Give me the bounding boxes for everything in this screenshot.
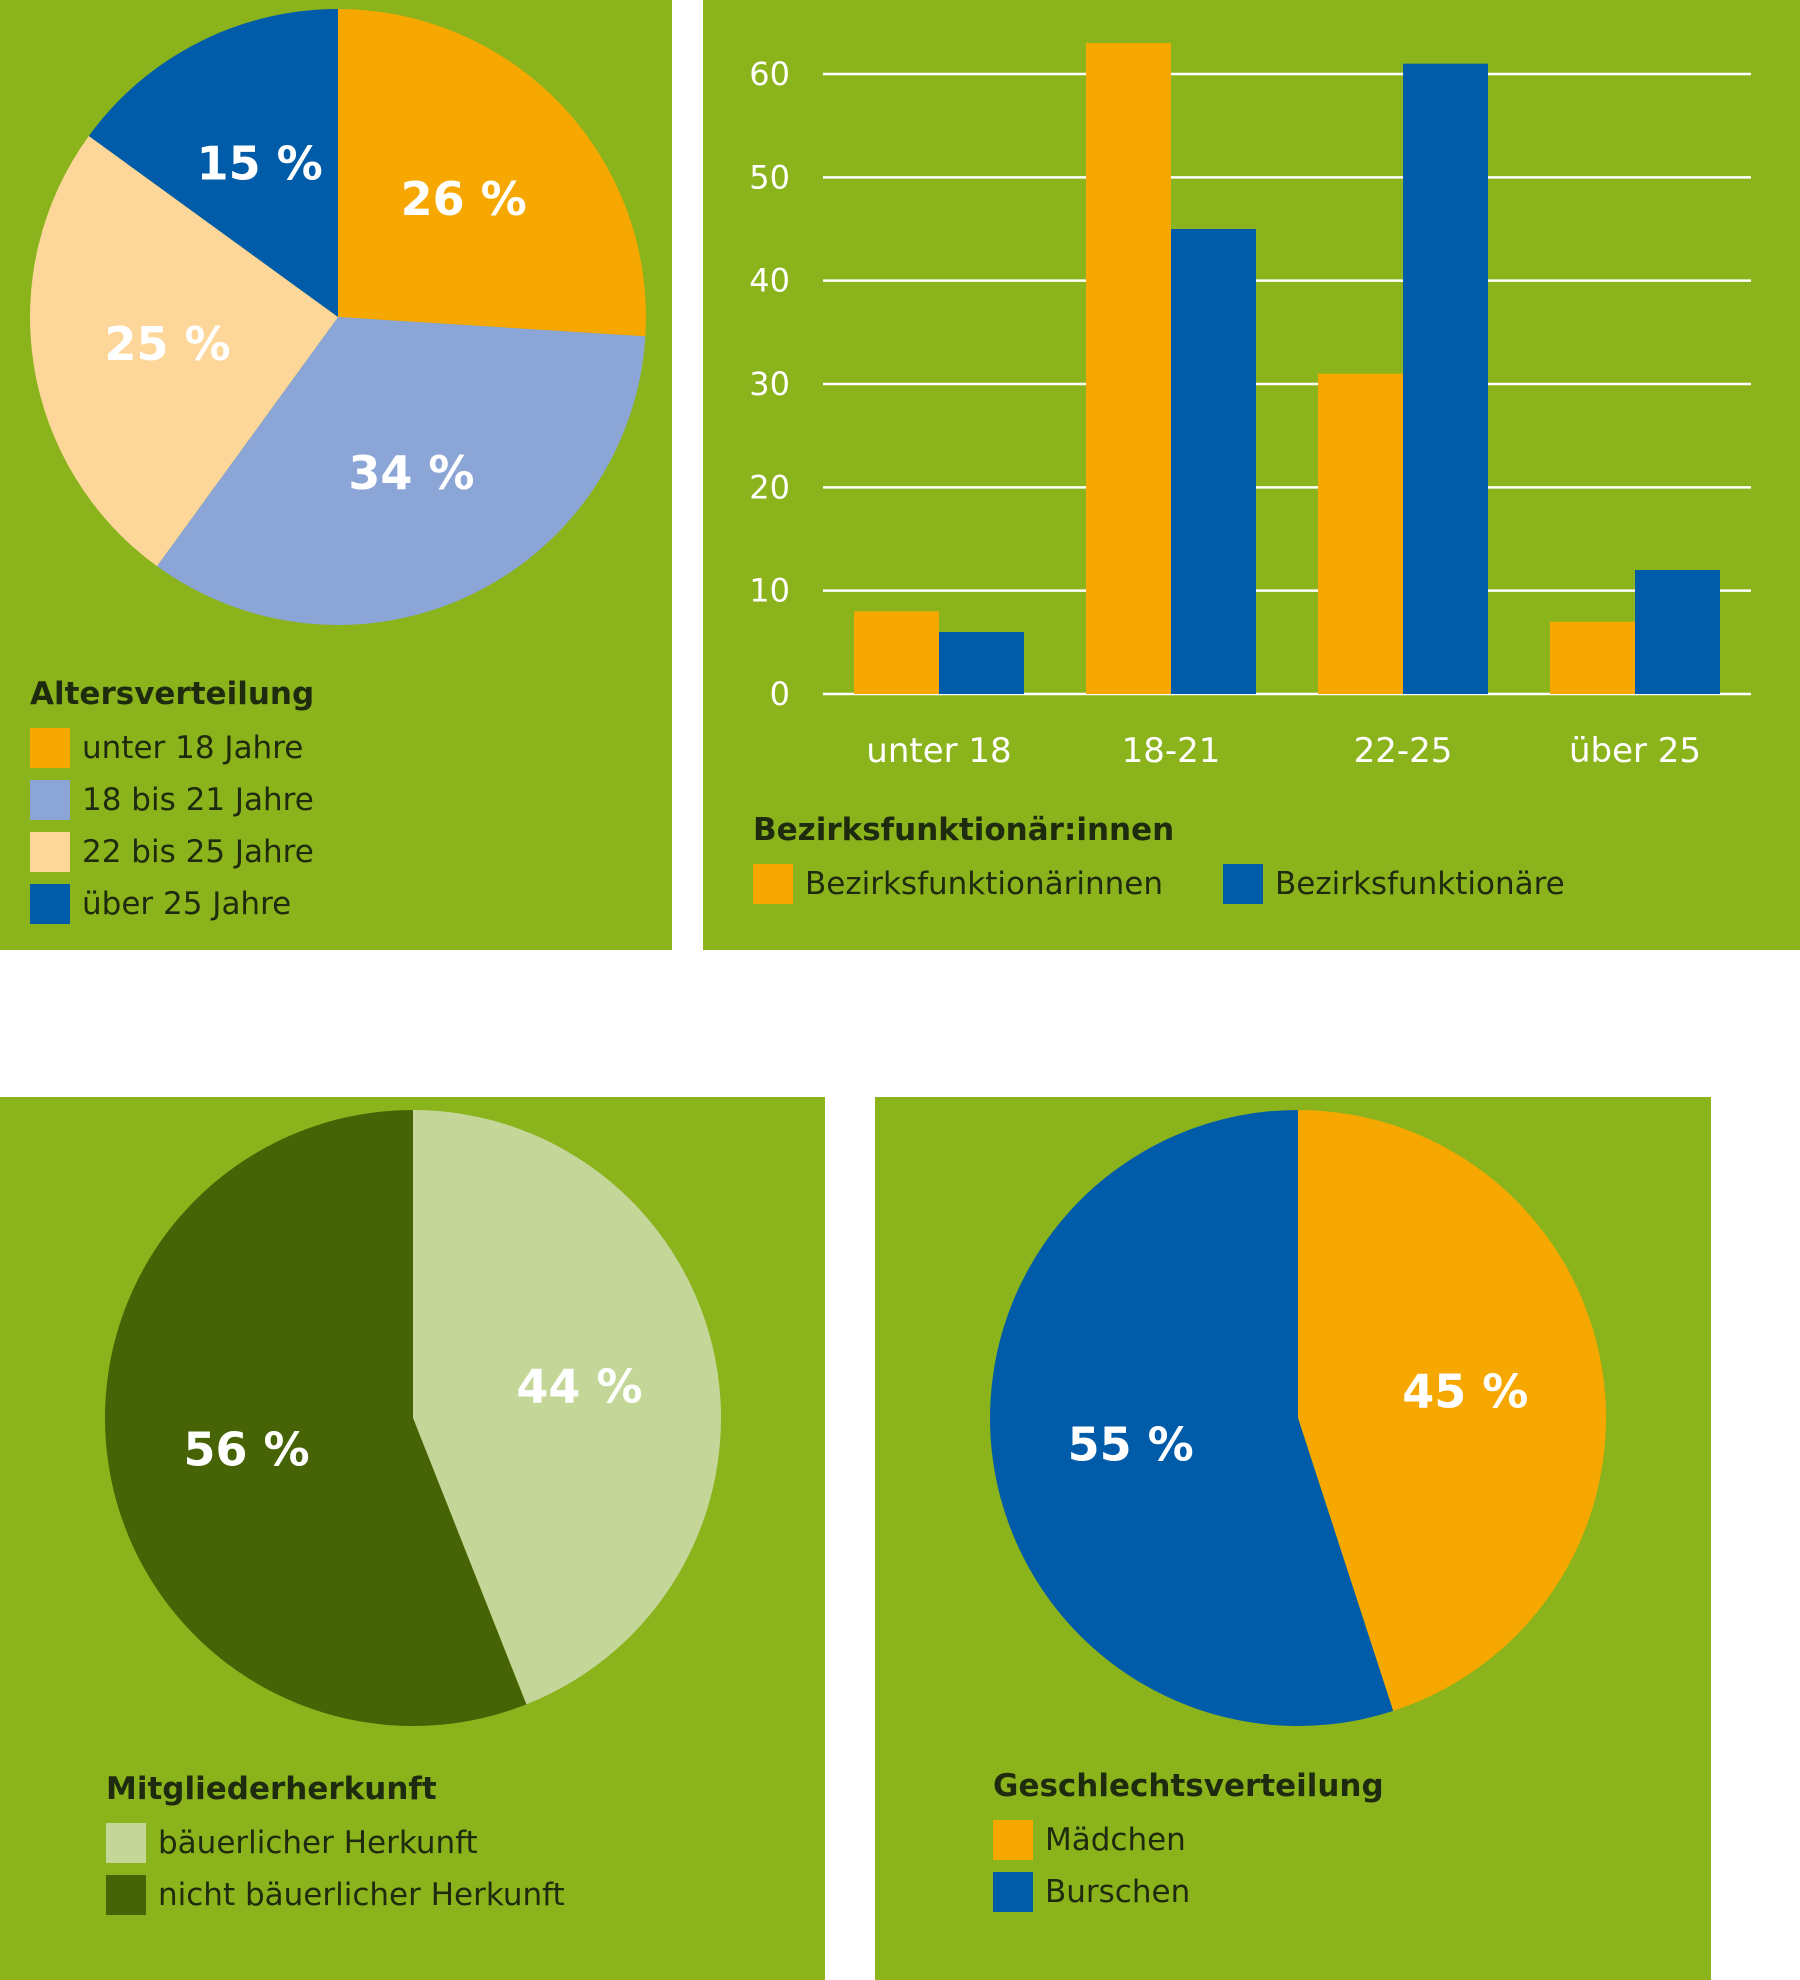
y-tick-20: 20	[749, 468, 790, 506]
gender-legend: Geschlechtsverteilung Mädchen Burschen	[993, 1768, 1384, 1918]
slice-label-ueber-25-jahre: 15 %	[197, 136, 323, 190]
legend-swatch-funktionaerinnen	[753, 864, 793, 904]
bar-legend-row: Bezirksfunktionärinnen Bezirksfunktionär…	[753, 858, 1625, 910]
legend-label-baeuerlich: bäuerlicher Herkunft	[158, 1825, 478, 1861]
slice-label-unter-18-jahre: 26 %	[401, 172, 527, 226]
legend-item-maedchen: Mädchen	[993, 1814, 1384, 1866]
pie-slice-maedchen	[1298, 1110, 1607, 1711]
origin-pie-chart: 44 % 56 %	[104, 1110, 721, 1726]
pie-slice-18-bis-21-jahre	[156, 317, 646, 626]
y-tick-50: 50	[749, 158, 790, 196]
y-tick-0: 0	[770, 675, 790, 713]
gender-pie-chart: 45 % 55 %	[990, 1110, 1607, 1726]
legend-item-burschen: Burschen	[993, 1866, 1384, 1918]
y-tick-10: 10	[749, 572, 790, 610]
legend-swatch-18-21	[30, 780, 70, 820]
pie-slice-unter-18-jahre	[338, 9, 646, 337]
legend-label-burschen: Burschen	[1045, 1874, 1191, 1910]
bar-ueber-25-bezirksfunktionaerinnen	[1550, 621, 1635, 694]
bar-22-25-bezirksfunktionaerinnen	[1318, 373, 1403, 694]
legend-item-ueber-25: über 25 Jahre	[30, 878, 314, 930]
bar-unter-18-bezirksfunktionaerinnen	[854, 611, 939, 694]
bar-unter-18-bezirksfunktionaere	[939, 632, 1024, 694]
legend-item-22-25: 22 bis 25 Jahre	[30, 826, 314, 878]
origin-legend: Mitgliederherkunft bäuerlicher Herkunft …	[106, 1771, 565, 1921]
legend-swatch-funktionaere	[1222, 864, 1263, 904]
legend-item-baeuerlich: bäuerlicher Herkunft	[106, 1817, 565, 1869]
slice-label-18-bis-21-jahre: 34 %	[348, 446, 474, 500]
legend-label-funktionaerinnen: Bezirksfunktionärinnen	[805, 866, 1163, 902]
officials-bar-chart: 0 10 20 30 40 50 60 unter 18 18-21 22-25 über 25	[749, 43, 1751, 771]
bar-legend-title: Bezirksfunktionär:innen	[753, 812, 1175, 848]
bar-18-21-bezirksfunktionaere	[1171, 229, 1256, 694]
slice-label-nicht-baeuerlicher-herkunft: 56 %	[184, 1423, 310, 1477]
pie-slice-baeuerlicher-herkunft	[413, 1110, 721, 1705]
officials-bar-panel: 0 10 20 30 40 50 60 unter 18 18-21 22-25 über 25 B…	[703, 0, 1800, 950]
gender-legend-title: Geschlechtsverteilung	[993, 1768, 1384, 1804]
legend-swatch-burschen	[993, 1872, 1033, 1912]
legend-swatch-baeuerlich	[106, 1823, 146, 1863]
x-tick-22-25: 22-25	[1354, 731, 1453, 771]
legend-label-maedchen: Mädchen	[1045, 1822, 1186, 1858]
pie-slice-nicht-baeuerlicher-herkunft	[104, 1110, 527, 1726]
y-tick-40: 40	[749, 262, 790, 300]
legend-item-funktionaere: Bezirksfunktionäre	[1222, 858, 1565, 910]
legend-label-22-25: 22 bis 25 Jahre	[82, 834, 314, 870]
legend-label-ueber-25: über 25 Jahre	[82, 886, 292, 922]
origin-legend-title: Mitgliederherkunft	[106, 1771, 437, 1807]
age-legend-title: Altersverteilung	[30, 676, 315, 712]
age-legend: Altersverteilung unter 18 Jahre 18 bis 2…	[30, 676, 314, 930]
legend-swatch-unter-18	[30, 728, 70, 768]
slice-label-burschen: 55 %	[1068, 1418, 1194, 1472]
x-tick-ueber-25: über 25	[1569, 731, 1701, 771]
legend-item-nicht-baeuerlich: nicht bäuerlicher Herkunft	[106, 1869, 565, 1921]
slice-label-baeuerlicher-herkunft: 44 %	[516, 1359, 642, 1413]
pie-slice-burschen	[990, 1110, 1394, 1726]
legend-swatch-22-25	[30, 832, 70, 872]
pie-slice-22-bis-25-jahre	[29, 135, 339, 567]
pie-slice-ueber-25-jahre	[88, 9, 338, 317]
bar-legend: Bezirksfunktionär:innen Bezirksfunktionä…	[753, 812, 1625, 910]
age-pie-chart: 26 % 34 % 25 % 15 %	[29, 9, 646, 626]
legend-label-unter-18: unter 18 Jahre	[82, 730, 304, 766]
x-tick-unter-18: unter 18	[866, 731, 1011, 771]
x-tick-18-21: 18-21	[1122, 731, 1221, 771]
legend-item-unter-18: unter 18 Jahre	[30, 722, 314, 774]
bar-ueber-25-bezirksfunktionaere	[1635, 570, 1720, 694]
y-tick-30: 30	[749, 365, 790, 403]
legend-label-nicht-baeuerlich: nicht bäuerlicher Herkunft	[158, 1877, 565, 1913]
legend-swatch-nicht-baeuerlich	[106, 1875, 146, 1915]
slice-label-maedchen: 45 %	[1402, 1365, 1528, 1419]
legend-label-funktionaere: Bezirksfunktionäre	[1274, 866, 1565, 902]
legend-item-18-21: 18 bis 21 Jahre	[30, 774, 314, 826]
legend-swatch-ueber-25	[30, 884, 70, 924]
bar-18-21-bezirksfunktionaerinnen	[1086, 43, 1171, 694]
y-tick-60: 60	[749, 55, 790, 93]
slice-label-22-bis-25-jahre: 25 %	[105, 317, 231, 371]
bar-22-25-bezirksfunktionaere	[1403, 63, 1488, 694]
legend-swatch-maedchen	[993, 1820, 1033, 1860]
member-origin-panel: 44 % 56 % Mitgliederherkunft bäuerlicher …	[0, 1097, 825, 1980]
gender-distribution-panel: 45 % 55 % Geschlechtsverteilung Mädchen B…	[875, 1097, 1711, 1980]
age-distribution-panel: 26 % 34 % 25 % 15 % Altersverteilung unter …	[0, 0, 672, 950]
legend-item-funktionaerinnen: Bezirksfunktionärinnen	[753, 858, 1163, 910]
legend-label-18-21: 18 bis 21 Jahre	[82, 782, 314, 818]
